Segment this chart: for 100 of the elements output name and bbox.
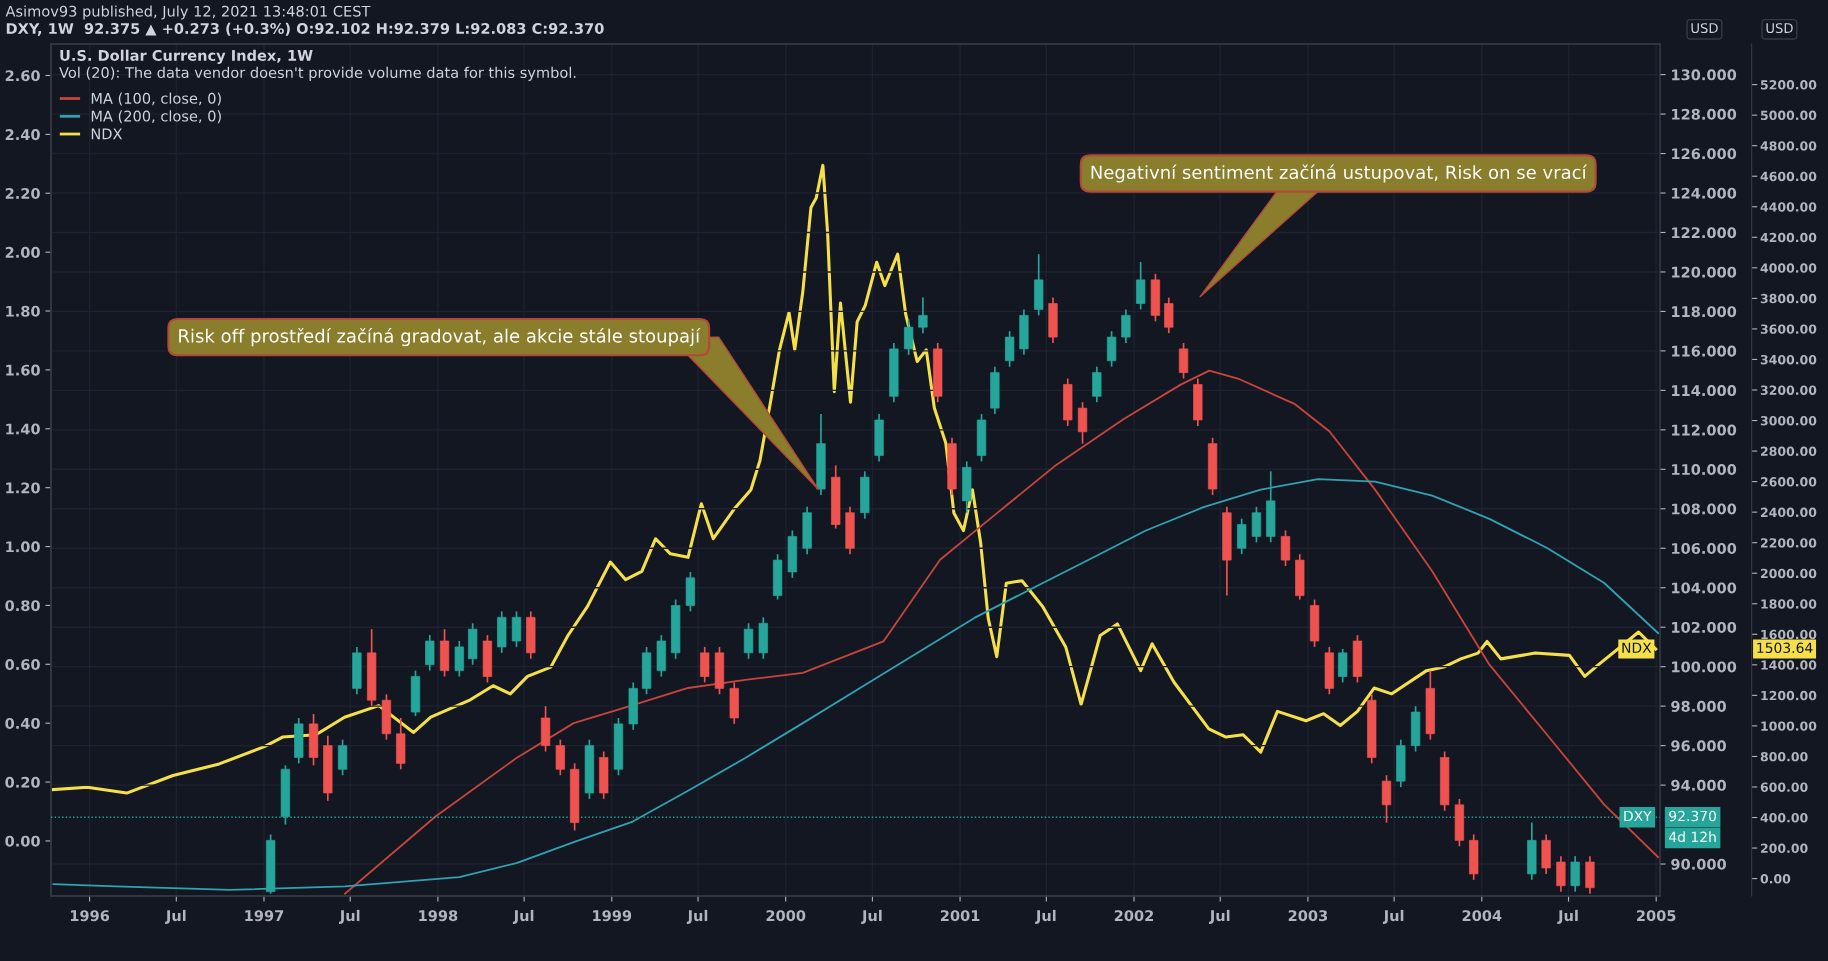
candlestick [1164, 296, 1174, 334]
annotation: Risk off prostředí začíná gradovat, ale akcie stále stoupají [179, 327, 701, 347]
y2-tick-label: 2600.00 [1760, 477, 1817, 487]
line-series [52, 478, 1659, 891]
y-tick-label: 130.000 [1672, 69, 1737, 81]
y2-tick-label: 1400.00 [1761, 660, 1817, 670]
y2-tick-label: 1200.00 [1761, 690, 1817, 701]
y2-tick-label: 4000.00 [1760, 263, 1817, 273]
text: 4d 12h [1669, 831, 1716, 843]
y3-tick-label: 1.60 [6, 364, 40, 376]
x-tick-label: Jul [1035, 909, 1056, 924]
x-tick-label: 2005 [1637, 910, 1676, 922]
y3-tick-label: 0.40 [5, 717, 40, 729]
y2-tick-label: 1600.00 [1761, 629, 1817, 640]
y-tick-label: 104.000 [1672, 582, 1737, 594]
y3-tick-label: 2.00 [5, 246, 40, 258]
y-tick-label: 126.000 [1672, 148, 1737, 160]
candlestick [425, 634, 435, 672]
y-tick-label: 116.000 [1672, 345, 1737, 357]
y-tick-label: 122.000 [1672, 227, 1737, 239]
y2-tick-label: 1000.00 [1761, 721, 1817, 731]
candlestick [1005, 330, 1015, 368]
y-tick-label: 108.000 [1672, 503, 1737, 515]
y2-tick-label: 600.00 [1760, 782, 1808, 792]
y3-tick-label: 1.00 [6, 541, 40, 553]
y2-tick-label: 5200.00 [1760, 80, 1817, 90]
y2-tick-label: 3800.00 [1760, 293, 1817, 304]
x-tick-label: Jul [165, 909, 186, 924]
candlestick [1338, 648, 1348, 684]
y3-tick-label: 1.40 [6, 423, 40, 435]
candlestick [1381, 774, 1392, 824]
candlestick [1251, 505, 1262, 544]
y3-tick-label: 1.20 [6, 482, 40, 494]
y-axis-title: USD [1691, 23, 1718, 34]
y2-tick-label: 800.00 [1760, 751, 1808, 762]
y3-tick-label: 0.20 [5, 776, 40, 788]
x-tick-label: 1998 [419, 910, 458, 922]
y2-tick-label: 5000.00 [1760, 110, 1817, 121]
candlestick [1237, 517, 1247, 556]
candlestick [337, 738, 348, 777]
y-tick-label: 96.000 [1671, 740, 1726, 752]
y3-tick-label: 2.60 [5, 70, 40, 82]
line-series [344, 369, 1659, 895]
y2-tick-label: 0.00 [1760, 874, 1791, 884]
candlestick [700, 646, 710, 684]
y-tick-label: 90.000 [1671, 858, 1726, 870]
candlestick [1556, 855, 1566, 893]
y3-tick-label: 0.80 [5, 600, 40, 612]
x-tick-label: Jul [1382, 909, 1404, 924]
x-tick-label: 1999 [593, 910, 632, 922]
x-tick-label: 2003 [1288, 910, 1328, 922]
x-tick-label: Jul [512, 909, 534, 924]
annotation: Vol (20): The data vendor doesn't provide volume data for this symbol. [59, 66, 576, 81]
y3-tick-label: 2.20 [5, 187, 40, 200]
y2-tick-label: 3600.00 [1760, 324, 1817, 334]
y2-tick-label: 4200.00 [1760, 232, 1817, 243]
y2-tick-label: 4600.00 [1760, 171, 1817, 182]
candlestick [1570, 855, 1580, 893]
text: 1503.64 [1757, 642, 1813, 654]
y2-tick-label: 4800.00 [1760, 141, 1817, 151]
y2-tick-label: 2800.00 [1760, 446, 1817, 456]
y2-tick-label: 3400.00 [1760, 354, 1817, 365]
y-tick-label: 102.000 [1672, 621, 1737, 633]
y-tick-label: 118.000 [1672, 306, 1737, 318]
ref-line-label: DXY [1624, 810, 1652, 822]
x-tick-label: 2004 [1462, 910, 1502, 922]
y3-tick-label: 0.00 [5, 835, 40, 847]
candlestick [918, 296, 928, 334]
y-tick-label: 120.000 [1672, 266, 1737, 278]
candlestick [1106, 330, 1117, 368]
legend-label: NDX [91, 128, 123, 140]
chart-subtitle: DXY, 1W 92.375 ▲ +0.273 (+0.3%) O:92.102 H:92.379 L:92.083 C:92.370 [6, 22, 604, 36]
y2-tick-label: 2200.00 [1760, 538, 1817, 548]
y-tick-label: 110.000 [1672, 464, 1737, 476]
chart-title: Asimov93 published, July 12, 2021 13:48:01 CEST [5, 5, 371, 20]
y-tick-label: 100.000 [1672, 661, 1737, 673]
candlestick [1136, 261, 1146, 311]
candlestick [1092, 365, 1102, 404]
candlestick [511, 610, 522, 648]
y-tick-label: 112.000 [1672, 424, 1737, 436]
y2-tick-label: 2400.00 [1760, 507, 1817, 518]
y2-axis-title: USD [1766, 23, 1793, 34]
y-tick-label: 98.000 [1671, 700, 1726, 712]
x-tick-label: 1996 [70, 910, 110, 922]
x-tick-label: 2001 [940, 910, 980, 922]
line-series [51, 163, 1658, 795]
y2-tick-label: 4400.00 [1760, 202, 1817, 212]
legend-label: MA (200, close, 0) [91, 110, 221, 124]
y2-tick-label: 1800.00 [1761, 599, 1817, 609]
y-tick-label: 128.000 [1672, 108, 1737, 120]
legend-label: MA (100, close, 0) [91, 92, 221, 106]
y2-tick-label: 200.00 [1760, 843, 1808, 853]
candlestick [1178, 342, 1189, 380]
x-tick-label: Jul [861, 909, 882, 924]
candlestick [903, 318, 914, 356]
y3-tick-label: 2.40 [5, 129, 40, 141]
y2-tick-label: 2000.00 [1760, 568, 1817, 579]
x-tick-label: Jul [338, 909, 360, 924]
y-tick-label: 114.000 [1672, 385, 1737, 397]
annotation: Negativní sentiment začíná ustupovat, Risk on se vrací [1091, 164, 1588, 183]
